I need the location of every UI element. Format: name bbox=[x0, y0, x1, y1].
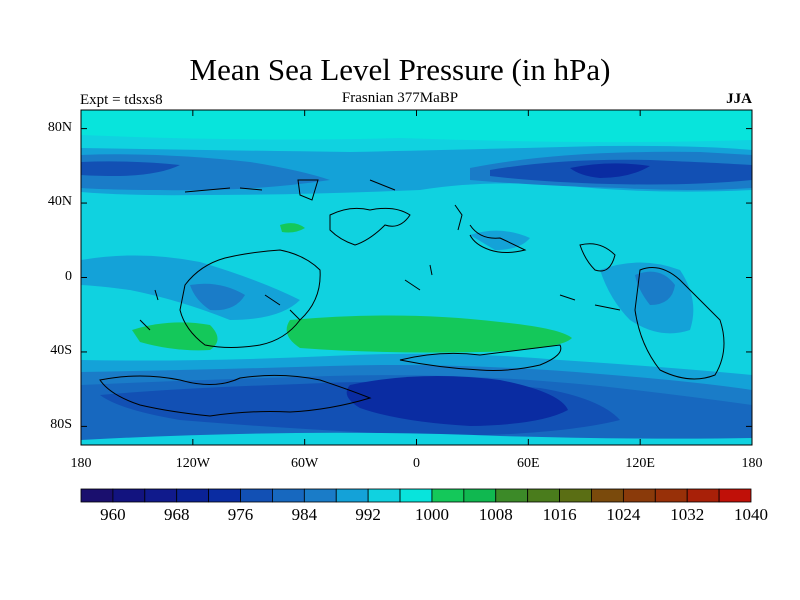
colorbar-swatch bbox=[176, 488, 210, 503]
lat-label: 40N bbox=[47, 194, 72, 210]
colorbar-swatch bbox=[112, 488, 146, 503]
colorbar-label: 984 bbox=[291, 505, 318, 524]
colorbar-label: 1000 bbox=[414, 505, 449, 524]
colorbar-swatch bbox=[431, 488, 465, 503]
period-label: Frasnian 377MaBP bbox=[341, 90, 459, 106]
coastline-asia-east bbox=[579, 243, 616, 272]
pressure-field bbox=[81, 110, 752, 445]
coastline-gondwana-west bbox=[179, 249, 321, 348]
coastline-south-belt bbox=[399, 344, 562, 371]
colorbar bbox=[80, 488, 752, 503]
colorbar-label: 1008 bbox=[478, 505, 513, 524]
colorbar-swatch bbox=[144, 488, 178, 503]
colorbar-swatch bbox=[208, 488, 241, 503]
colorbar-label: 960 bbox=[100, 505, 126, 524]
lat-label: 0 bbox=[65, 268, 72, 284]
coastline-asia-west bbox=[469, 224, 527, 253]
coastline-islands bbox=[139, 264, 621, 331]
lon-label: 120W bbox=[175, 456, 210, 471]
colorbar-swatch bbox=[559, 488, 592, 503]
colorbar-swatch bbox=[527, 488, 560, 503]
contour-north-polar bbox=[81, 110, 752, 143]
coastline-laurussia bbox=[329, 207, 411, 246]
contour-tropical-988-east bbox=[635, 271, 675, 305]
contour-high-1004-small bbox=[280, 223, 305, 233]
lat-label: 80S bbox=[50, 417, 72, 433]
lon-label: 60W bbox=[291, 456, 319, 471]
colorbar-label: 992 bbox=[355, 505, 381, 524]
lat-label: 40S bbox=[50, 342, 72, 358]
contour-south-polar-996 bbox=[81, 432, 752, 445]
contour-north-976 bbox=[570, 163, 650, 178]
lat-label: 80N bbox=[47, 119, 72, 135]
colorbar-swatch bbox=[718, 488, 752, 503]
axis-ticks bbox=[80, 110, 753, 445]
colorbar-swatch bbox=[80, 488, 114, 503]
colorbar-swatch bbox=[240, 488, 273, 503]
lon-label: 0 bbox=[413, 456, 420, 471]
colorbar-swatch bbox=[686, 488, 720, 503]
contour-high-1004-west bbox=[132, 322, 218, 351]
coastline-southern bbox=[99, 374, 372, 417]
contour-south-976 bbox=[346, 376, 568, 426]
lon-label: 180 bbox=[70, 456, 92, 471]
colorbar-label: 1040 bbox=[734, 505, 768, 524]
contour-high-1004-center bbox=[286, 315, 572, 353]
coastline-north-arc bbox=[184, 179, 463, 231]
lon-label: 120E bbox=[625, 456, 655, 471]
colorbar-label: 968 bbox=[163, 505, 190, 524]
colorbar-swatch bbox=[303, 488, 337, 503]
coastlines bbox=[99, 179, 725, 417]
colorbar-swatch bbox=[272, 488, 305, 503]
colorbar-swatch bbox=[367, 488, 401, 503]
lon-label: 60E bbox=[517, 456, 540, 471]
colorbar-swatch bbox=[591, 488, 624, 503]
colorbar-label: 1024 bbox=[606, 505, 641, 524]
colorbar-label: 1016 bbox=[542, 505, 577, 524]
coastline-gondwana-east bbox=[634, 267, 725, 380]
colorbar-swatch bbox=[335, 488, 369, 503]
season-label: JJA bbox=[726, 91, 752, 107]
colorbar-swatch bbox=[463, 488, 497, 503]
colorbar-swatch bbox=[622, 488, 656, 503]
colorbar-swatch bbox=[495, 488, 529, 503]
coastline-north-island bbox=[297, 179, 319, 201]
colorbar-swatch bbox=[654, 488, 688, 503]
contour-tropical-992-west bbox=[81, 255, 300, 320]
colorbar-label: 1032 bbox=[670, 505, 705, 524]
lon-label: 180 bbox=[741, 456, 763, 471]
colorbar-label: 976 bbox=[227, 505, 254, 524]
contour-tropical-988-west bbox=[190, 283, 245, 311]
experiment-label: Expt = tdsxs8 bbox=[80, 92, 163, 108]
map-title: Mean Sea Level Pressure (in hPa) bbox=[189, 52, 611, 87]
colorbar-swatch bbox=[399, 488, 433, 503]
